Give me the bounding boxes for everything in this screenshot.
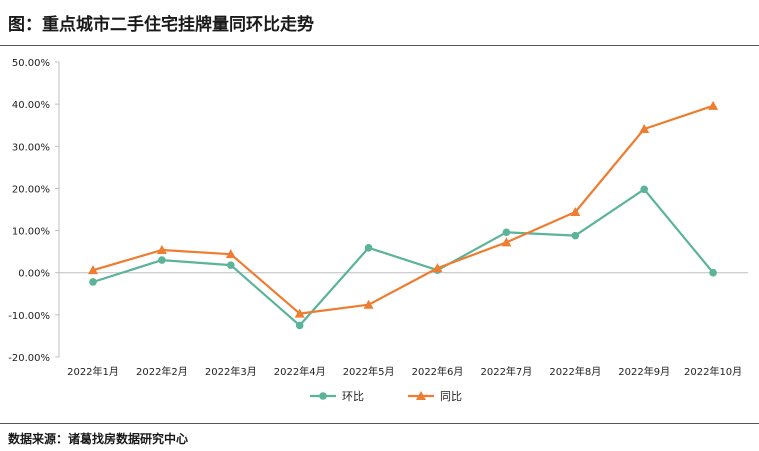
legend-label-1: 环比 — [342, 390, 364, 403]
series-1-point — [89, 278, 97, 286]
y-tick-label: -20.00% — [8, 353, 50, 364]
x-tick-label: 2022年4月 — [274, 365, 326, 378]
series-1-point — [502, 228, 511, 237]
series-line-1 — [92, 188, 714, 327]
line-chart: 50.00% 40.00% 30.00% 20.00% 10.00% 0.00% -10.0… — [8, 58, 748, 403]
footer-divider — [0, 423, 759, 424]
series-2-point — [363, 299, 374, 309]
chart-title: 图：重点城市二手住宅挂牌量同环比走势 — [8, 15, 314, 35]
series-1-point — [364, 244, 373, 252]
x-tick-label: 2022年6月 — [412, 365, 464, 378]
legend-marker-1 — [319, 392, 327, 400]
y-tick-label: 0.00% — [18, 269, 50, 280]
series-2-point — [708, 100, 719, 110]
y-tick-label: 50.00% — [12, 58, 50, 69]
series-1-point — [227, 261, 235, 269]
x-tick-label: 2022年3月 — [205, 365, 257, 378]
series-2-point — [156, 244, 167, 254]
y-tick-label: 40.00% — [12, 100, 50, 111]
series-1-point — [709, 268, 717, 277]
series-2-point — [432, 263, 443, 273]
y-tick-label: -10.00% — [8, 311, 50, 322]
series-line-2 — [92, 104, 714, 315]
series-1-point — [158, 256, 166, 264]
legend-label-2: 同比 — [440, 390, 462, 403]
y-tick-label: 20.00% — [12, 184, 50, 195]
y-tick-label: 30.00% — [12, 142, 50, 153]
series-2-point — [639, 124, 650, 134]
series-2-point — [294, 308, 305, 318]
series-2-point — [225, 249, 236, 259]
series-2-point — [570, 207, 581, 217]
data-source: 数据来源：诸葛找房数据研究中心 — [8, 432, 189, 446]
x-tick-label: 2022年5月 — [343, 365, 395, 378]
series-1-point — [640, 185, 648, 194]
x-tick-label: 2022年9月 — [618, 365, 670, 378]
series-1-point — [571, 231, 580, 240]
legend-marker-2 — [416, 391, 426, 400]
y-tick-label: 10.00% — [12, 227, 50, 238]
title-divider — [0, 45, 759, 46]
x-tick-label: 2022年1月 — [67, 365, 119, 378]
x-tick-label: 2022年8月 — [549, 365, 601, 378]
series-2-point — [88, 265, 98, 275]
series-1-point — [295, 321, 304, 330]
x-tick-label: 2022年7月 — [480, 365, 532, 378]
series-2-point — [501, 237, 512, 247]
x-tick-label: 2022年10月 — [684, 365, 742, 378]
x-tick-label: 2022年2月 — [136, 365, 188, 378]
